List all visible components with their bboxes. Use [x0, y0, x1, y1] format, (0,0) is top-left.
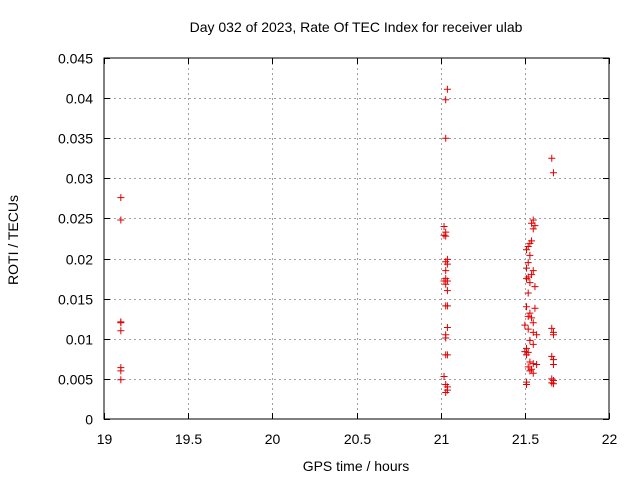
data-point — [443, 324, 451, 332]
data-point — [533, 331, 541, 339]
data-point — [526, 336, 534, 344]
y-tick-label: 0.01 — [66, 332, 93, 348]
data-point — [443, 85, 451, 93]
data-point — [548, 154, 556, 162]
data-point — [442, 267, 450, 275]
data-point — [548, 324, 556, 332]
data-point — [442, 389, 450, 397]
data-point — [523, 381, 531, 389]
data-point — [524, 289, 532, 297]
grid-lines — [104, 58, 609, 419]
y-tick-label: 0.045 — [58, 51, 93, 67]
data-point — [521, 321, 529, 329]
data-point — [523, 246, 531, 254]
data-point — [443, 287, 451, 295]
data-point — [548, 352, 556, 360]
data-point — [117, 194, 125, 202]
chart-title: Day 032 of 2023, Rate Of TEC Index for r… — [190, 19, 523, 35]
data-point — [549, 331, 557, 339]
y-tick-label: 0.04 — [66, 91, 93, 107]
y-tick-label: 0.025 — [58, 211, 93, 227]
y-tick-label: 0 — [85, 412, 93, 428]
y-tick-label: 0.015 — [58, 292, 93, 308]
y-tick-label: 0.035 — [58, 131, 93, 147]
data-point — [549, 380, 557, 388]
data-point — [531, 304, 539, 312]
data-point — [442, 134, 450, 142]
data-point — [443, 351, 451, 359]
x-tick-label: 22 — [602, 431, 618, 447]
y-tick-labels: 0 0.005 0.01 0.015 0.02 0.025 0.03 0.035 0.04 0.0… — [58, 51, 93, 428]
data-point — [524, 273, 532, 281]
data-point — [526, 251, 534, 259]
data-point — [526, 279, 534, 287]
data-point — [443, 260, 451, 268]
y-tick-label: 0.005 — [58, 372, 93, 388]
x-axis-label: GPS time / hours — [303, 458, 410, 474]
data-point — [442, 232, 450, 240]
x-tick-label: 19.5 — [175, 431, 202, 447]
y-tick-label: 0.03 — [66, 171, 93, 187]
data-point — [529, 267, 537, 275]
x-tick-label: 19 — [97, 431, 113, 447]
x-tick-label: 20.5 — [344, 431, 371, 447]
data-point — [524, 259, 532, 267]
data-point — [523, 275, 531, 283]
y-axis-label: ROTI / TECUs — [5, 195, 21, 285]
x-tick-label: 20 — [265, 431, 281, 447]
data-point — [524, 243, 532, 251]
data-point — [533, 360, 541, 368]
data-point — [523, 264, 531, 272]
data-point — [528, 314, 536, 322]
x-tick-label: 21.5 — [512, 431, 539, 447]
data-point — [524, 325, 532, 333]
data-point — [524, 312, 532, 320]
data-point — [442, 334, 450, 342]
data-point — [528, 365, 536, 373]
data-point — [440, 231, 448, 239]
plot-frame — [103, 57, 610, 420]
data-point — [523, 303, 531, 311]
data-point — [117, 216, 125, 224]
data-point — [526, 358, 534, 366]
data-point — [549, 169, 557, 177]
data-point — [523, 351, 531, 359]
data-point — [529, 216, 537, 224]
data-point — [523, 344, 531, 352]
data-points — [117, 85, 557, 397]
data-point — [440, 372, 448, 380]
data-point — [526, 309, 534, 317]
data-point — [529, 340, 537, 348]
data-point — [443, 302, 451, 310]
data-point — [529, 319, 537, 327]
data-point — [442, 280, 450, 288]
axis-ticks — [104, 58, 610, 420]
data-point — [531, 222, 539, 230]
data-point — [549, 360, 557, 368]
data-point — [529, 369, 537, 377]
data-point — [443, 277, 451, 285]
x-tick-label: 21 — [434, 431, 450, 447]
x-tick-labels: 19 19.5 20 20.5 21 21.5 22 — [97, 431, 618, 447]
data-point — [531, 283, 539, 291]
data-point — [529, 360, 537, 368]
data-point — [526, 239, 534, 247]
y-tick-label: 0.02 — [66, 252, 93, 268]
data-point — [117, 367, 125, 375]
data-point — [117, 319, 125, 327]
data-point — [440, 222, 448, 230]
data-point — [117, 376, 125, 384]
data-point — [521, 348, 529, 356]
data-point — [548, 379, 556, 387]
data-point — [442, 96, 450, 104]
data-point — [529, 225, 537, 233]
data-point — [117, 327, 125, 335]
